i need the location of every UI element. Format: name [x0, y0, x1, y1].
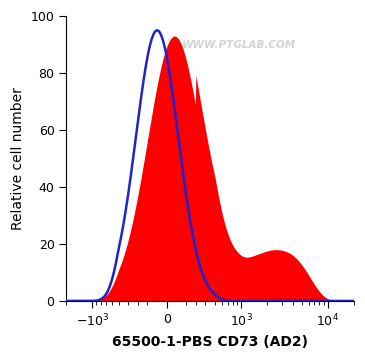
X-axis label: 65500-1-PBS CD73 (AD2): 65500-1-PBS CD73 (AD2) [112, 335, 308, 349]
Text: WWW.PTGLAB.COM: WWW.PTGLAB.COM [182, 40, 296, 50]
Y-axis label: Relative cell number: Relative cell number [11, 87, 25, 230]
